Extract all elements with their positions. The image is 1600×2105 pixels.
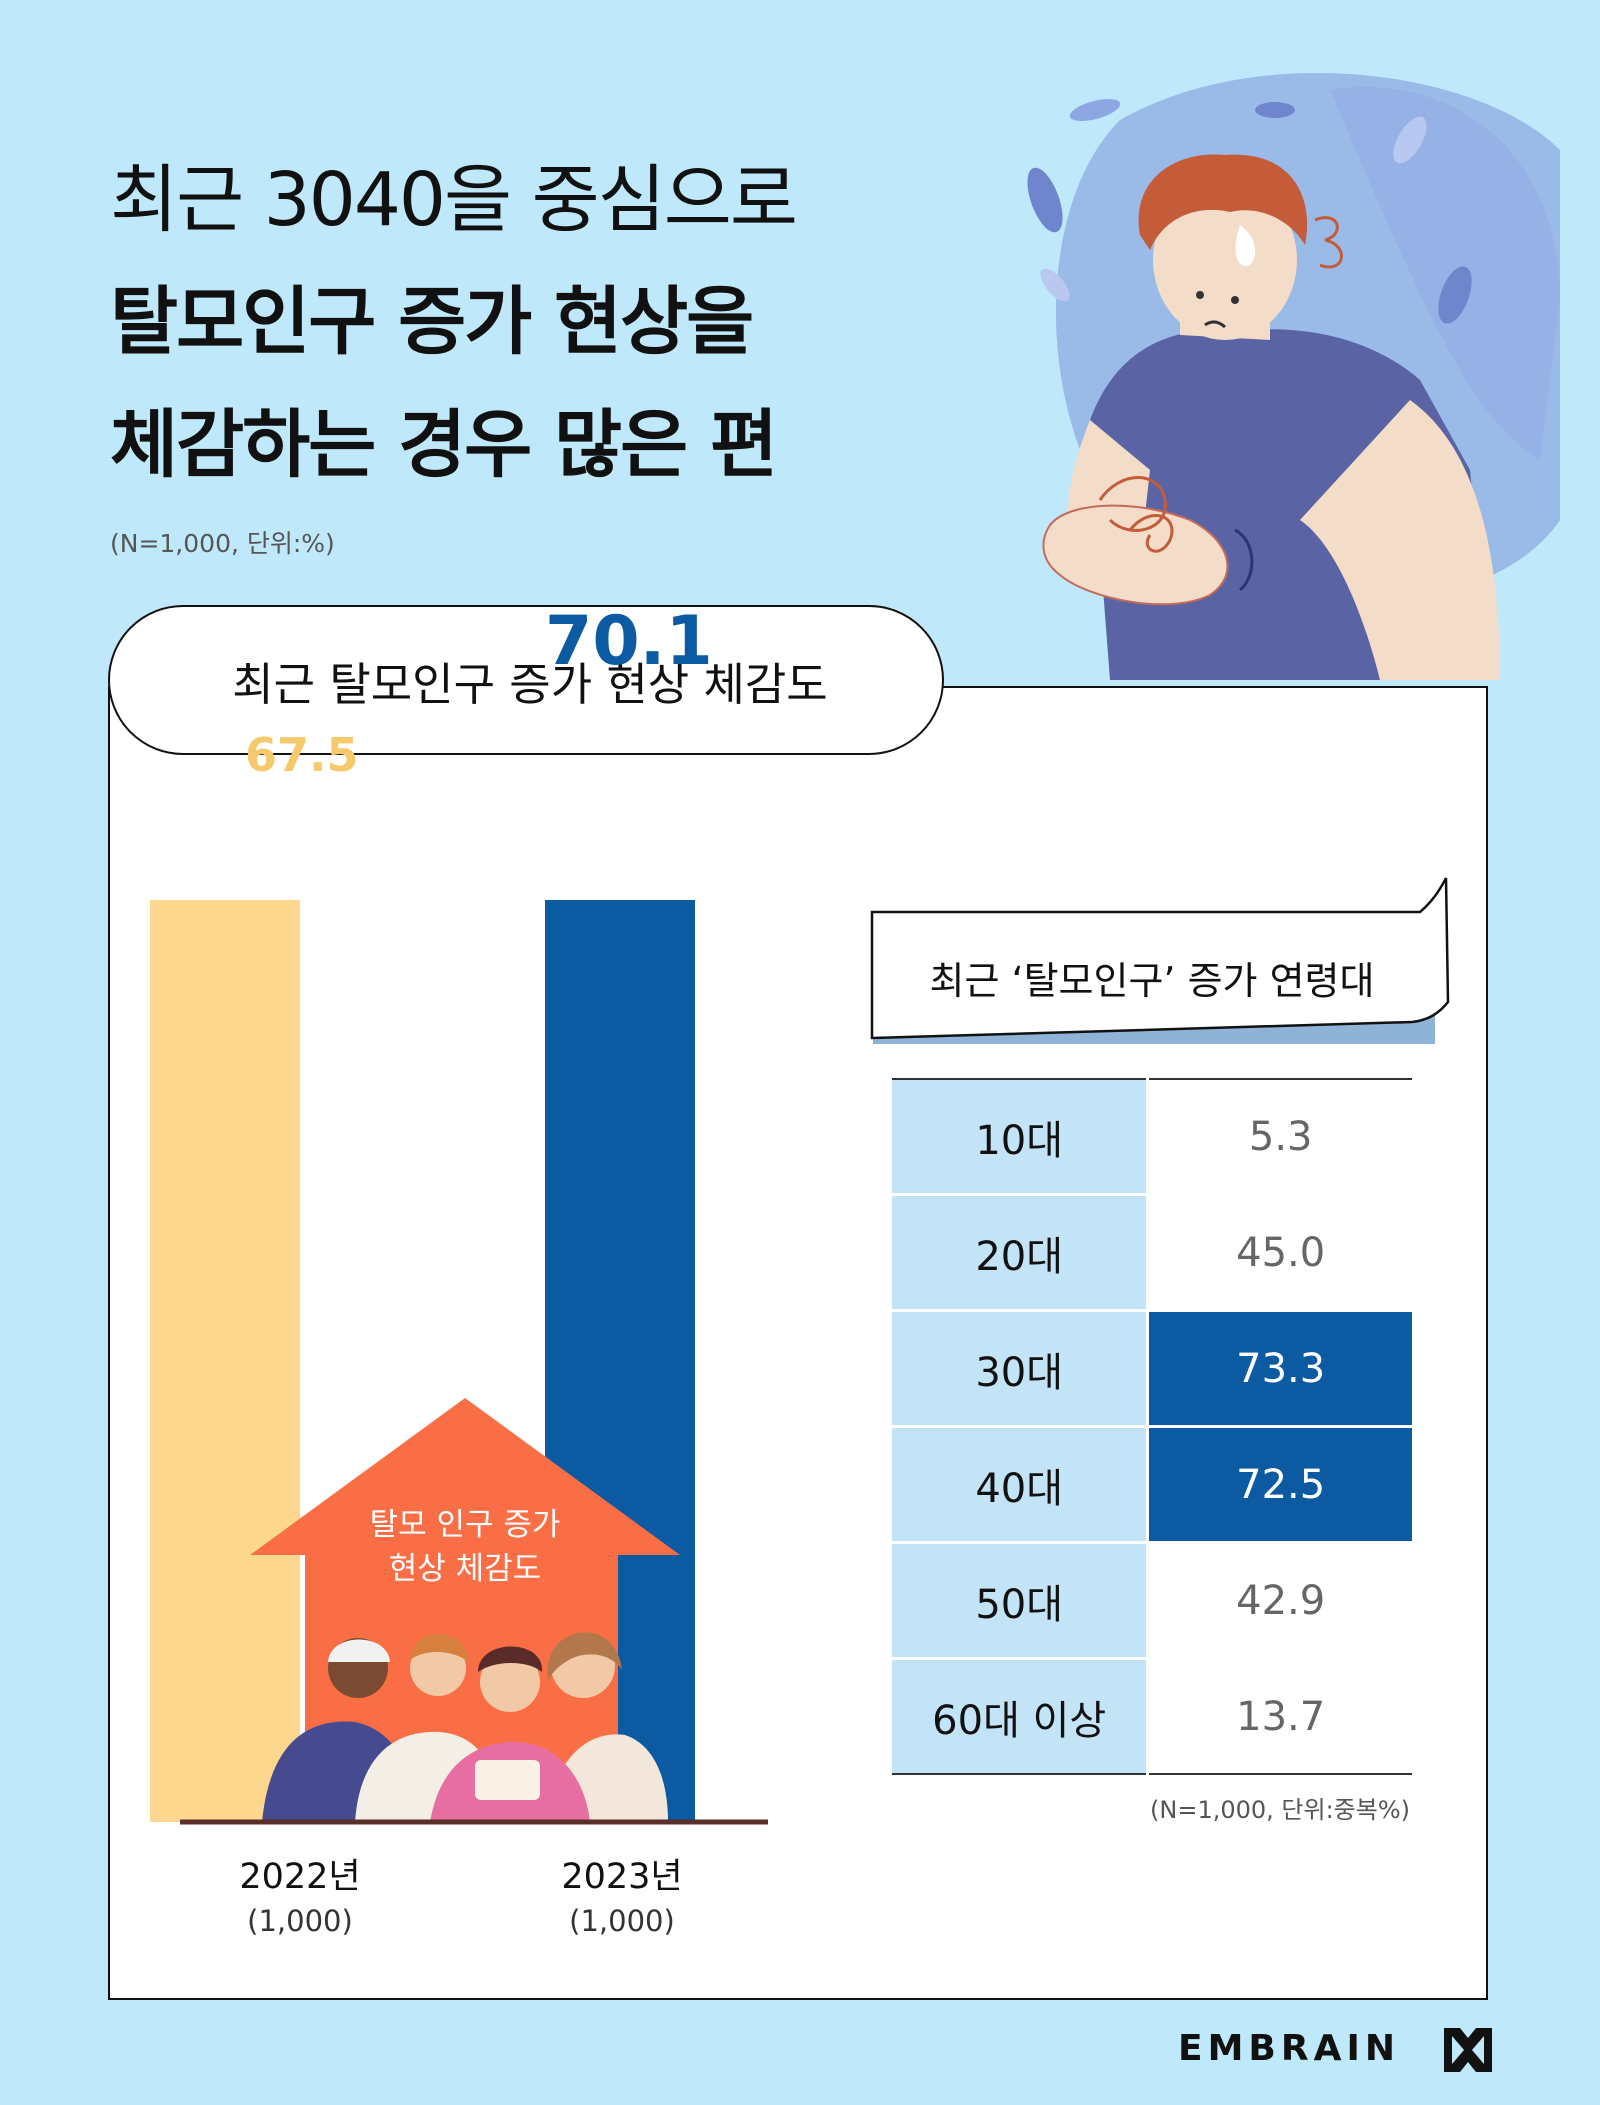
panel-title: 최근 탈모인구 증가 현상 체감도 (232, 658, 828, 711)
age-group-cell: 50대 (892, 1542, 1150, 1660)
value-cell-highlighted: 73.3 (1147, 1310, 1412, 1428)
sample-size-2022: (1,000) (247, 1904, 353, 1938)
value-cell: 45.0 (1147, 1194, 1412, 1312)
table-row: 30대 73.3 (892, 1310, 1412, 1428)
bar-clip (140, 1822, 800, 1830)
age-group-cell: 40대 (892, 1426, 1150, 1544)
age-table: 10대 5.3 20대 45.0 30대 73.3 40대 72.5 50대 42.9 60대 이상… (892, 1078, 1412, 1775)
bar-chart (140, 900, 800, 1830)
value-cell-highlighted: 72.5 (1147, 1426, 1412, 1544)
table-row: 50대 42.9 (892, 1542, 1412, 1660)
headline-line-2: 탈모인구 증가 현상을 (110, 279, 754, 365)
value-cell: 42.9 (1147, 1542, 1412, 1660)
arrow-label-line-1: 탈모 인구 증가 (369, 1507, 561, 1543)
brand-mark-icon (1444, 2028, 1492, 2072)
table-note: (N=1,000, 단위:중복%) (1150, 1796, 1410, 1824)
age-group-cell: 30대 (892, 1310, 1150, 1428)
value-cell: 5.3 (1147, 1079, 1412, 1196)
worried-man-illustration (1027, 72, 1560, 680)
arrow-label: 탈모 인구 증가 현상 체감도 (315, 1503, 615, 1591)
sample-size-2023: (1,000) (569, 1904, 675, 1938)
age-group-cell: 60대 이상 (892, 1658, 1150, 1774)
bar-2022 (150, 900, 300, 1830)
value-cell: 13.7 (1236, 1693, 1326, 1740)
people-illustration (262, 1632, 668, 1822)
headline-line-3: 체감하는 경우 많은 편 (110, 402, 778, 488)
table-title-banner (870, 877, 1450, 1044)
table-row: 40대 72.5 (892, 1426, 1412, 1544)
age-group-cell: 10대 (892, 1079, 1150, 1196)
value-label-2022: 67.5 (245, 727, 359, 782)
category-label-2022: 2022년 (239, 1857, 361, 1897)
brand-logo: EMBRAIN (1178, 2028, 1400, 2069)
arrow-label-line-2: 현상 체감도 (388, 1551, 542, 1587)
panel-title-pill (108, 605, 944, 755)
up-arrow (250, 1398, 680, 1822)
category-label-2023: 2023년 (561, 1857, 683, 1897)
headline-line-1: 최근 3040을 중심으로 (110, 157, 798, 243)
age-group-cell: 20대 (892, 1194, 1150, 1312)
value-label-2023: 70.1 (545, 602, 713, 681)
table-title: 최근 ‘탈모인구’ 증가 연령대 (929, 959, 1375, 1003)
headline-note: (N=1,000, 단위:%) (110, 529, 335, 558)
table-row: 20대 45.0 (892, 1194, 1412, 1312)
table-row: 10대 5.3 (892, 1079, 1412, 1196)
table-row: 60대 이상 13.7 (892, 1658, 1412, 1774)
